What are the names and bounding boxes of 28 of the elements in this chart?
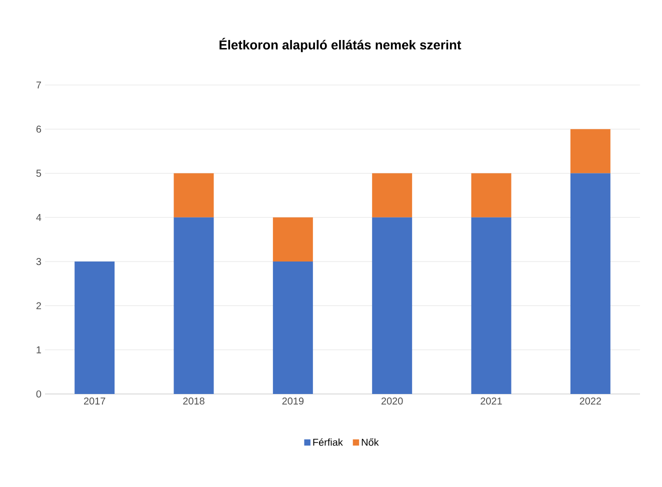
legend-label: Nők: [362, 438, 379, 446]
bar: [272, 262, 313, 394]
y-tick-label: 2: [36, 302, 41, 310]
y-tick-label: 0: [36, 390, 42, 398]
bar: [372, 173, 412, 218]
bar: [570, 129, 610, 174]
x-tick-label: 2018: [183, 398, 204, 405]
bar: [272, 217, 313, 262]
bar: [471, 173, 512, 218]
y-tick-label: 6: [36, 126, 42, 133]
y-tick-label: 5: [36, 170, 42, 177]
bar: [174, 217, 214, 394]
x-tick-label: 2019: [282, 398, 304, 405]
bar: [471, 217, 512, 394]
x-tick-label: 2021: [480, 398, 502, 405]
y-tick-label: 3: [36, 258, 42, 266]
legend-label: Férfiak: [313, 438, 343, 446]
y-tick-label: 7: [36, 82, 41, 88]
x-tick-label: 2017: [84, 398, 106, 405]
y-tick-label: 1: [36, 346, 42, 354]
bar: [570, 173, 610, 394]
x-tick-label: 2020: [382, 398, 403, 405]
bar: [74, 262, 115, 394]
y-tick-label: 4: [36, 214, 42, 221]
bar: [372, 217, 412, 394]
x-tick-label: 2022: [580, 398, 602, 405]
chart-title: Életkoron alapuló ellátás nemek szerint: [220, 38, 462, 52]
bar: [174, 173, 214, 218]
